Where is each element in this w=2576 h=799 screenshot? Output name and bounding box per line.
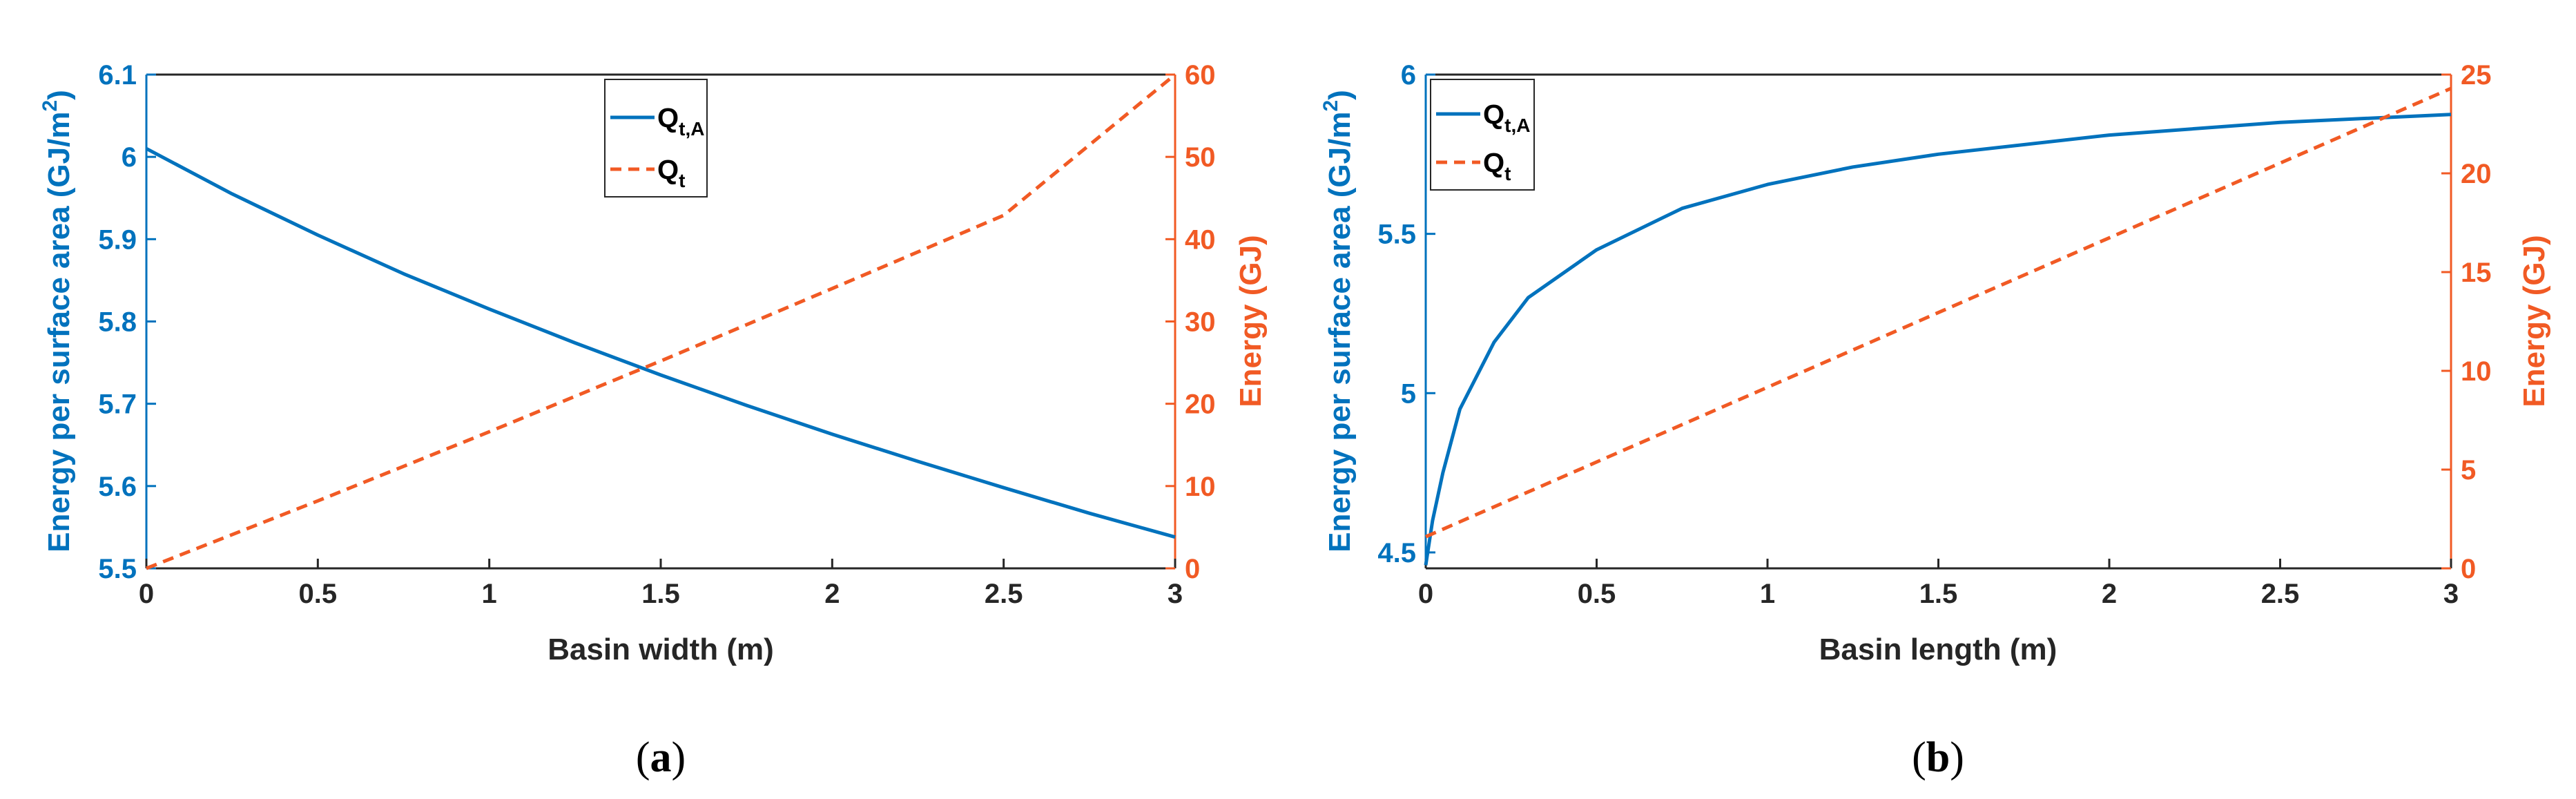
series-line-qt	[146, 73, 1176, 570]
y-left-tick-label: 5.9	[98, 224, 137, 255]
y-right-tick-label: 10	[2461, 356, 2492, 387]
y-right-tick-label: 15	[2461, 258, 2492, 288]
legend-label-qt-main-b: Q	[1483, 148, 1504, 178]
y-right-tick-label: 20	[2461, 159, 2492, 189]
legend-label-qt-sub-b: t	[1504, 163, 1511, 184]
caption-a: (a)	[636, 734, 686, 781]
y-left-tick-label: 4.5	[1377, 538, 1416, 568]
legend-a: Qt,A Qt	[604, 79, 708, 198]
y-right-tick-label: 40	[1185, 224, 1216, 255]
y-left-tick-label: 6	[122, 142, 137, 173]
y-left-axis-label-close-a: )	[42, 90, 76, 100]
x-tick-label: 1.5	[641, 579, 680, 609]
series-group-a	[145, 73, 1176, 570]
legend-box-b	[1430, 79, 1535, 191]
legend-b: Qt,A Qt	[1430, 79, 1535, 191]
legend-label-qta-main-a: Q	[657, 103, 679, 133]
y-right-tick-label: 0	[2461, 554, 2476, 584]
x-tick-label: 2	[824, 579, 840, 609]
y-right-tick-label: 20	[1185, 389, 1216, 420]
caption-letter-a: a	[650, 734, 672, 781]
caption-letter-b: b	[1926, 734, 1950, 781]
legend-label-qta-b: Qt,A	[1483, 99, 1530, 136]
x-tick-label: 3	[2443, 579, 2459, 609]
y-left-tick-label: 5.6	[98, 472, 137, 502]
x-tick-label: 2	[2102, 579, 2117, 609]
plot-area-b	[1426, 75, 2451, 568]
legend-label-qta-a: Qt,A	[657, 103, 704, 139]
legend-label-qt-sub-a: t	[679, 170, 685, 191]
chart-panel-b: 0 0.5 1 1.5 2 2.5 3 4.5 5 5.5 6 0 5 10 15 20 25 Basin …	[1319, 60, 2551, 781]
x-ticks-a: 0 0.5 1 1.5 2 2.5 3	[139, 559, 1183, 609]
y-left-axis-label-main-b: Energy per surface area (GJ/m	[1323, 112, 1357, 552]
y-left-axis-label-b: Energy per surface area (GJ/m2)	[1319, 90, 1357, 552]
x-ticks-b: 0 0.5 1 1.5 2 2.5 3	[1418, 559, 2459, 609]
legend-box-a	[604, 79, 708, 198]
legend-label-qta-sub-b: t,A	[1504, 115, 1530, 136]
y-left-tick-label: 5	[1401, 378, 1416, 409]
y-left-axis-label-close-b: )	[1323, 90, 1357, 100]
y-right-tick-label: 30	[1185, 307, 1216, 338]
x-tick-label: 3	[1168, 579, 1183, 609]
y-right-tick-label: 60	[1185, 60, 1216, 90]
legend-label-qta-sub-a: t,A	[679, 118, 704, 139]
y-left-tick-label: 6.1	[98, 60, 137, 90]
y-left-tick-label: 5.5	[1377, 220, 1416, 250]
y-left-axis-label-a: Energy per surface area (GJ/m2)	[39, 90, 76, 552]
y-right-tick-label: 5	[2461, 455, 2476, 485]
y-right-tick-label: 10	[1185, 472, 1216, 502]
y-right-axis-label-b: Energy (GJ)	[2517, 235, 2551, 407]
x-axis-label-b: Basin length (m)	[1819, 633, 2057, 666]
y-left-axis-label-sup-a: 2	[39, 100, 61, 112]
caption-b: (b)	[1912, 734, 1964, 781]
y-right-tick-label: 25	[2461, 60, 2492, 90]
x-tick-label: 2.5	[985, 579, 1023, 609]
x-tick-label: 1	[482, 579, 497, 609]
y-right-axis-label-a: Energy (GJ)	[1234, 235, 1268, 407]
x-tick-label: 0.5	[299, 579, 338, 609]
y-right-ticks-a: 0 10 20 30 40 50 60	[1165, 60, 1216, 584]
x-tick-label: 0	[139, 579, 154, 609]
y-left-ticks-b: 4.5 5 5.5 6	[1377, 60, 1435, 568]
legend-label-qt-main-a: Q	[657, 155, 679, 185]
y-right-ticks-b: 0 5 10 15 20 25	[2441, 60, 2492, 584]
x-tick-label: 1.5	[1919, 579, 1958, 609]
legend-label-qt-b: Qt	[1483, 148, 1511, 184]
x-tick-label: 2.5	[2261, 579, 2300, 609]
legend-label-qta-main-b: Q	[1483, 99, 1504, 130]
x-tick-label: 0.5	[1578, 579, 1616, 609]
series-line-qta	[145, 146, 1176, 539]
series-group-b	[1424, 86, 2452, 566]
y-right-tick-label: 0	[1185, 554, 1200, 584]
y-left-tick-label: 5.5	[98, 554, 137, 584]
y-left-tick-label: 6	[1401, 60, 1416, 90]
y-left-axis-label-sup-b: 2	[1319, 100, 1342, 112]
x-tick-label: 1	[1760, 579, 1775, 609]
chart-panel-a: 0 0.5 1 1.5 2 2.5 3 5.5 5.6 5.7 5.8 5.9 6 6.1 0 10 20 3…	[39, 60, 1268, 781]
x-axis-label-a: Basin width (m)	[548, 633, 774, 666]
y-left-axis-label-main-a: Energy per surface area (GJ/m	[42, 112, 76, 552]
y-left-tick-label: 5.7	[98, 389, 137, 420]
legend-label-qt-a: Qt	[657, 155, 685, 191]
y-right-tick-label: 50	[1185, 142, 1216, 173]
series-line-qta	[1424, 113, 2452, 566]
series-line-qt	[1424, 86, 2452, 539]
y-left-tick-label: 5.8	[98, 307, 137, 338]
y-left-ticks-a: 5.5 5.6 5.7 5.8 5.9 6 6.1	[98, 60, 156, 584]
x-tick-label: 0	[1418, 579, 1433, 609]
